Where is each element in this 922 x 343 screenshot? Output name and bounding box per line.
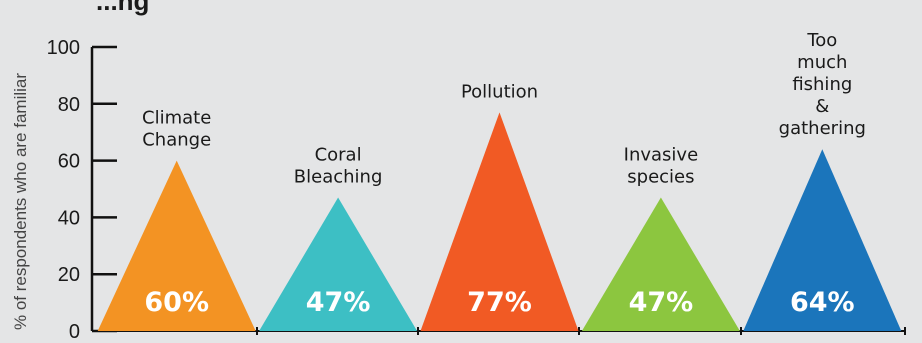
triangle-bar <box>420 112 579 331</box>
triangle-bar <box>581 197 740 331</box>
category-label: fishing <box>792 74 852 95</box>
category-label: Change <box>142 130 211 151</box>
y-tick-label: 0 <box>69 321 80 343</box>
category-label: Invasive <box>624 145 699 166</box>
y-axis-label: % of respondents who are familiar <box>11 73 30 330</box>
category-label: Too <box>806 30 837 51</box>
y-tick-label: 40 <box>58 207 80 229</box>
category-label: species <box>627 167 694 188</box>
category-label: Climate <box>142 108 211 129</box>
triangle-bar <box>259 197 418 331</box>
y-tick-label: 20 <box>58 264 80 286</box>
category-label: Coral <box>315 145 362 166</box>
category-label: Bleaching <box>294 167 383 188</box>
triangle-bar <box>97 160 256 331</box>
value-label: 77% <box>467 287 532 318</box>
category-label: Pollution <box>461 81 538 102</box>
category-label: & <box>815 96 829 117</box>
value-label: 64% <box>790 287 855 318</box>
y-tick-label: 80 <box>58 94 80 116</box>
y-tick-label: 60 <box>58 151 80 173</box>
value-label: 60% <box>144 287 209 318</box>
category-label: much <box>797 52 847 73</box>
triangle-bar <box>743 149 902 331</box>
chart-title-fragment: ...ng <box>96 0 149 16</box>
value-label: 47% <box>306 287 371 318</box>
value-label: 47% <box>629 287 694 318</box>
category-label: gathering <box>779 118 866 139</box>
y-tick-label: 100 <box>47 37 80 59</box>
